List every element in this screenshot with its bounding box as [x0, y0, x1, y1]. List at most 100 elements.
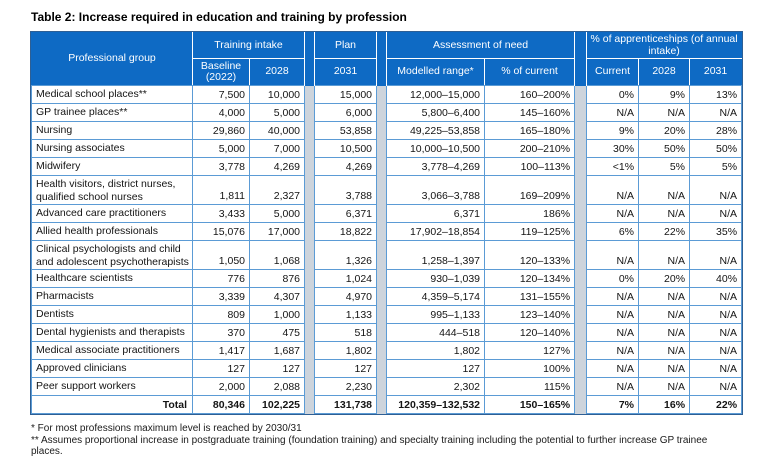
column-spacer: [376, 175, 388, 205]
cell-modelled-range: 3,066–3,788: [386, 175, 486, 205]
cell-apprenticeship-2031: N/A: [689, 341, 743, 360]
cell-baseline-2022: 3,433: [192, 204, 250, 223]
column-spacer: [574, 305, 588, 324]
cell-apprenticeship-2028: 9%: [638, 85, 691, 104]
cell-pct-of-current: 100–113%: [484, 157, 576, 176]
column-spacer: [376, 377, 388, 396]
cell-baseline-2022: 1,811: [192, 175, 250, 205]
cell-modelled-range: 930–1,039: [386, 269, 486, 288]
cell-apprenticeship-current: 30%: [586, 139, 640, 158]
column-spacer: [304, 341, 316, 360]
cell-apprenticeship-2031: 13%: [689, 85, 743, 104]
table-total-row: Total 80,346 102,225 131,738 120,359–132,532…: [31, 395, 743, 414]
header-row-group: Professional group Training intake Plan …: [31, 32, 743, 86]
cell-modelled-range: 2,302: [386, 377, 486, 396]
cell-apprenticeship-current: 0%: [586, 85, 640, 104]
table-row: Midwifery 3,778 4,269 4,269 3,778–4,269 100–1…: [31, 157, 743, 176]
table-row: Dentists 809 1,000 1,133 995–1,133 123–140% N/…: [31, 305, 743, 324]
cell-apprenticeship-2031: 50%: [689, 139, 743, 158]
cell-professional-group: Advanced care practitioners: [31, 204, 193, 223]
cell-intake-2028: 1,068: [248, 240, 306, 270]
cell-professional-group: Healthcare scientists: [31, 269, 193, 288]
cell-plan-2031: 1,802: [314, 341, 378, 360]
cell-apprenticeship-2031: N/A: [689, 204, 743, 223]
cell-plan-2031: 131,738: [314, 395, 378, 414]
header-plan-2031: 2031: [314, 58, 378, 86]
column-spacer: [304, 157, 316, 176]
column-spacer: [304, 395, 316, 414]
header-apprenticeship-2028: 2028: [638, 58, 691, 86]
cell-pct-of-current: 120–133%: [484, 240, 576, 270]
header-apprenticeship-current: Current: [586, 58, 640, 86]
header-assessment-of-need: Assessment of need: [386, 32, 576, 59]
cell-intake-2028: 5,000: [248, 103, 306, 122]
column-spacer: [574, 121, 588, 140]
header-pct-of-current: % of current: [484, 58, 576, 86]
cell-apprenticeship-2031: 22%: [689, 395, 743, 414]
cell-intake-2028: 7,000: [248, 139, 306, 158]
table-header: Professional group Training intake Plan …: [31, 32, 743, 86]
cell-apprenticeship-current: N/A: [586, 323, 640, 342]
cell-modelled-range: 12,000–15,000: [386, 85, 486, 104]
column-spacer: [574, 287, 588, 306]
cell-modelled-range: 444–518: [386, 323, 486, 342]
table-row: Allied health professionals 15,076 17,000 1…: [31, 222, 743, 241]
column-spacer: [574, 359, 588, 378]
cell-intake-2028: 1,000: [248, 305, 306, 324]
column-spacer: [376, 121, 388, 140]
table-row: Advanced care practitioners 3,433 5,000 6,3…: [31, 204, 743, 223]
header-apprenticeships: % of apprenticeships (of annual intake): [586, 32, 743, 59]
cell-pct-of-current: 120–140%: [484, 323, 576, 342]
cell-apprenticeship-current: N/A: [586, 287, 640, 306]
cell-apprenticeship-current: 9%: [586, 121, 640, 140]
cell-apprenticeship-2031: N/A: [689, 377, 743, 396]
table-frame: Professional group Training intake Plan …: [30, 31, 744, 415]
cell-apprenticeship-2028: N/A: [638, 175, 691, 205]
cell-total-label: Total: [31, 395, 193, 414]
cell-baseline-2022: 370: [192, 323, 250, 342]
cell-plan-2031: 1,133: [314, 305, 378, 324]
cell-apprenticeship-2031: N/A: [689, 287, 743, 306]
cell-apprenticeship-current: N/A: [586, 240, 640, 270]
column-spacer: [574, 103, 588, 122]
cell-apprenticeship-2028: N/A: [638, 287, 691, 306]
cell-plan-2031: 4,269: [314, 157, 378, 176]
cell-apprenticeship-2028: N/A: [638, 377, 691, 396]
column-spacer: [574, 269, 588, 288]
column-spacer: [376, 103, 388, 122]
cell-professional-group: Health visitors, district nurses, qualif…: [31, 175, 193, 205]
cell-apprenticeship-2031: 5%: [689, 157, 743, 176]
column-spacer: [574, 204, 588, 223]
cell-professional-group: Nursing associates: [31, 139, 193, 158]
column-spacer: [376, 341, 388, 360]
cell-apprenticeship-2028: 22%: [638, 222, 691, 241]
cell-apprenticeship-2028: N/A: [638, 204, 691, 223]
header-intake-2028: 2028: [248, 58, 306, 86]
column-spacer: [574, 175, 588, 205]
cell-professional-group: Clinical psychologists and child and ado…: [31, 240, 193, 270]
table-row: Clinical psychologists and child and ado…: [31, 240, 743, 270]
column-spacer: [376, 204, 388, 223]
cell-apprenticeship-2028: 16%: [638, 395, 691, 414]
header-training-intake: Training intake: [191, 32, 306, 59]
column-spacer: [304, 139, 316, 158]
cell-pct-of-current: 169–209%: [484, 175, 576, 205]
column-spacer: [376, 240, 388, 270]
cell-intake-2028: 4,269: [248, 157, 306, 176]
table-row: Approved clinicians 127 127 127 127 100% N/A N/…: [31, 359, 743, 378]
header-row-columns: Baseline (2022) 2028 2031 Modelled range…: [32, 58, 743, 86]
table-row: Medical associate practitioners 1,417 1,68…: [31, 341, 743, 360]
cell-modelled-range: 1,258–1,397: [386, 240, 486, 270]
cell-baseline-2022: 5,000: [192, 139, 250, 158]
cell-apprenticeship-2028: N/A: [638, 359, 691, 378]
cell-pct-of-current: 127%: [484, 341, 576, 360]
column-spacer: [304, 377, 316, 396]
cell-apprenticeship-current: N/A: [586, 305, 640, 324]
cell-modelled-range: 17,902–18,854: [386, 222, 486, 241]
page: Table 2: Increase required in education …: [30, 10, 744, 457]
cell-apprenticeship-current: N/A: [586, 377, 640, 396]
cell-professional-group: Nursing: [31, 121, 193, 140]
cell-baseline-2022: 29,860: [192, 121, 250, 140]
cell-plan-2031: 127: [314, 359, 378, 378]
cell-apprenticeship-current: 0%: [586, 269, 640, 288]
